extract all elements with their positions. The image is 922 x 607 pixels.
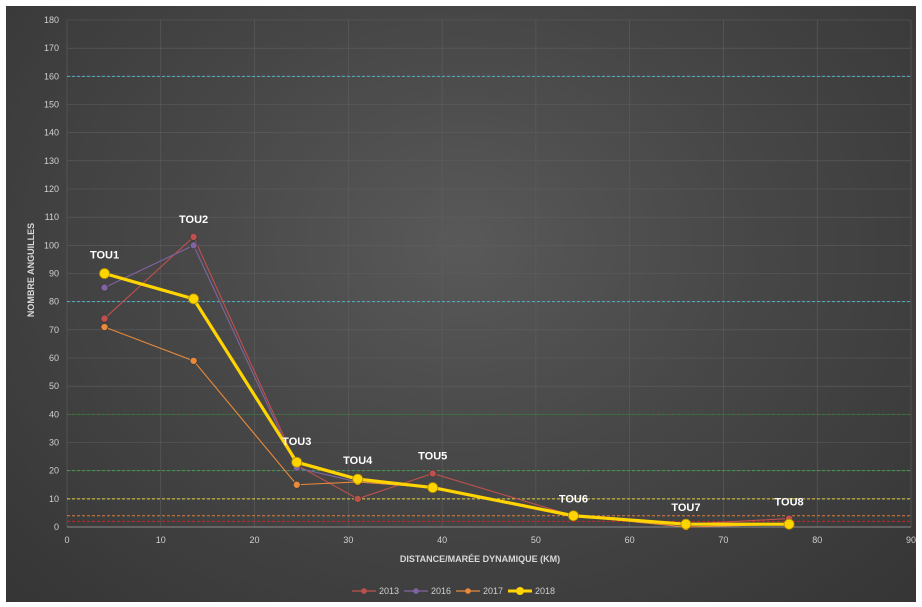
series-line-2013	[104, 235, 790, 525]
x-tick-label: 30	[343, 535, 353, 545]
series-line-2017	[104, 326, 790, 528]
x-tick-label: 80	[812, 535, 822, 545]
y-tick-label: 70	[49, 325, 59, 335]
legend-label-2013: 2013	[379, 586, 399, 596]
data-point-2018	[680, 518, 692, 530]
y-tick-label: 10	[49, 494, 59, 504]
legend: 2013 2016 2017 2018	[352, 586, 555, 596]
y-tick-label: 140	[44, 128, 59, 138]
data-point-2018	[568, 510, 579, 522]
site-label-TOU7: TOU7	[671, 502, 700, 514]
x-tick-label: 70	[718, 535, 728, 545]
x-tick-label: 90	[906, 535, 916, 545]
data-point-2013	[100, 314, 109, 323]
site-label-TOU8: TOU8	[775, 497, 804, 509]
series	[99, 232, 795, 532]
site-label-TOU4: TOU4	[343, 455, 373, 467]
y-tick-label: 180	[44, 15, 59, 25]
legend-label-2018: 2018	[535, 586, 555, 596]
data-point-2018	[783, 518, 795, 530]
series-line-2018	[104, 271, 790, 526]
y-tick-label: 60	[49, 353, 59, 363]
legend-marker-2013	[361, 588, 367, 594]
data-point-2016	[189, 241, 198, 250]
y-axis-title: NOMBRE ANGUILLES	[26, 223, 36, 317]
site-label-TOU3: TOU3	[282, 436, 311, 448]
data-point-2018	[188, 293, 200, 305]
data-point-2017	[100, 323, 109, 332]
axes: 0102030405060708090100110120130140150160…	[44, 15, 916, 545]
x-tick-label: 60	[625, 535, 635, 545]
data-point-2016	[100, 283, 109, 292]
legend-marker-2016	[413, 588, 419, 594]
y-tick-label: 160	[44, 71, 59, 81]
x-axis-title: DISTANCE/MARÉE DYNAMIQUE (KM)	[400, 554, 560, 564]
site-labels: TOU1 TOU2 TOU3 TOU4 TOU5 TOU6 TOU7 TOU8	[90, 214, 804, 514]
y-tick-label: 40	[49, 409, 59, 419]
y-tick-label: 50	[49, 381, 59, 391]
data-point-2013	[428, 469, 437, 478]
legend-label-2016: 2016	[431, 586, 451, 596]
data-point-2018	[352, 473, 364, 485]
y-tick-label: 130	[44, 156, 59, 166]
data-point-2017	[189, 356, 198, 365]
data-point-2013	[353, 494, 362, 503]
x-tick-label: 50	[531, 535, 541, 545]
y-tick-label: 80	[49, 297, 59, 307]
data-point-2013	[189, 232, 198, 241]
legend-marker-2017	[465, 588, 471, 594]
chart-frame: 0 10 20 30 40 50 60 70 80 90 100 110 120 130 140 150 160…	[6, 6, 916, 602]
y-tick-label: 170	[44, 43, 59, 53]
y-tick-label: 150	[44, 100, 59, 110]
x-tick-label: 40	[437, 535, 447, 545]
site-label-TOU6: TOU6	[559, 494, 588, 506]
x-tick-label: 10	[156, 535, 166, 545]
series-line-2016	[104, 244, 790, 525]
data-point-2018	[427, 482, 439, 493]
y-tick-label: 110	[45, 212, 59, 222]
y-tick-label: 0	[54, 522, 59, 532]
data-point-2017	[292, 480, 301, 489]
site-label-TOU5: TOU5	[418, 450, 447, 462]
site-label-TOU1: TOU1	[90, 250, 119, 262]
y-tick-label: 90	[49, 269, 59, 279]
data-point-2018	[99, 268, 110, 279]
legend-label-2017: 2017	[483, 586, 503, 596]
legend-marker-2018	[516, 587, 524, 595]
line-chart: 0102030405060708090100110120130140150160…	[26, 15, 916, 596]
data-point-2018	[291, 456, 303, 468]
x-tick-label: 0	[64, 535, 69, 545]
y-tick-label: 120	[44, 184, 59, 194]
y-tick-label: 20	[49, 466, 59, 476]
y-tick-label: 100	[44, 240, 59, 250]
grid	[66, 19, 912, 528]
y-tick-label: 30	[49, 438, 59, 448]
x-tick-label: 20	[250, 535, 260, 545]
site-label-TOU2: TOU2	[179, 214, 208, 226]
